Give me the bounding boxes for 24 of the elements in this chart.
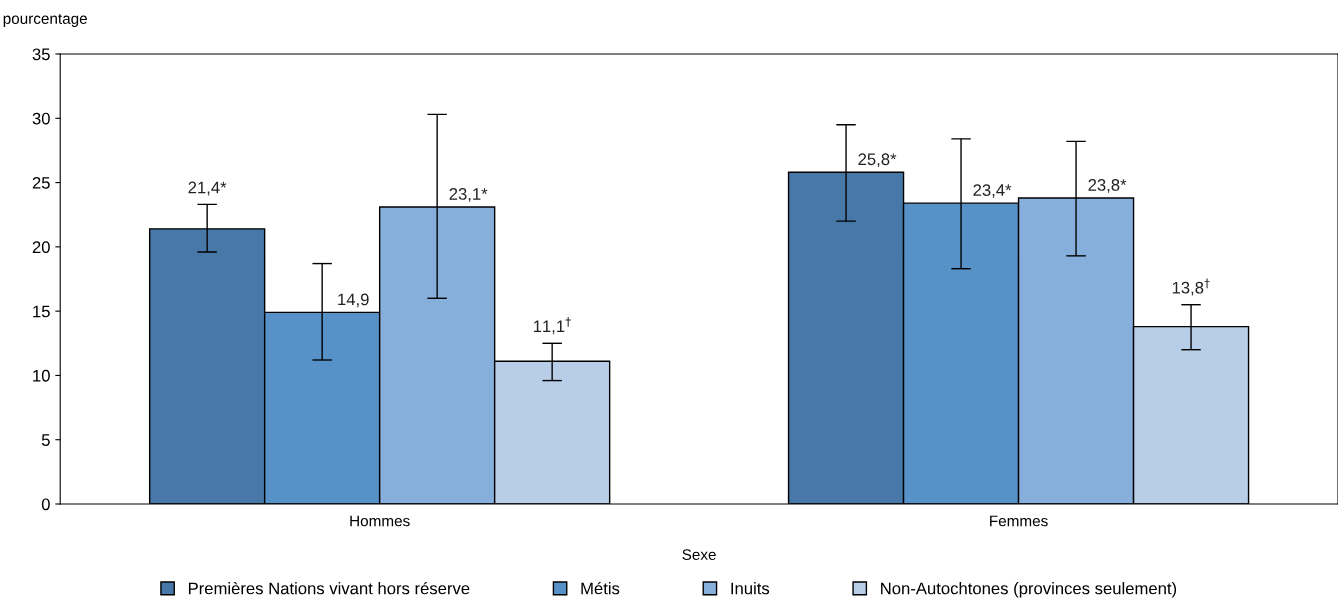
data-label: 23,1* [449, 188, 488, 202]
y-axis-title: pourcentage [3, 13, 87, 27]
data-label: 25,8* [858, 153, 897, 168]
legend-label: Non-Autochtones (provinces seulement) [881, 582, 1177, 598]
legend-label: Inuits [731, 582, 770, 595]
data-label: 23,8* [1088, 179, 1127, 193]
y-tick-label: 25 [32, 176, 50, 189]
y-tick-label: 20 [32, 241, 50, 254]
data-label: 11,1$^{†}$ [533, 317, 571, 335]
y-tick-label: 30 [32, 112, 50, 125]
legend-label: Premières Nations vivant hors réserve [188, 581, 470, 595]
y-tick-label: 5 [41, 434, 50, 446]
y-tick-label: 10 [33, 369, 50, 382]
x-axis-title: Sexe [682, 549, 716, 561]
y-tick-label: 15 [33, 305, 50, 318]
legend-label: Métis [581, 581, 620, 595]
data-label: 14,9 [338, 293, 369, 308]
data-label: 23,4* [973, 184, 1012, 198]
x-tick-label: Hommes [350, 515, 410, 527]
x-tick-label: Femmes [990, 515, 1048, 527]
y-tick-label: 0 [41, 498, 50, 511]
data-label: 21,4* [188, 181, 227, 196]
data-label: 13,8$^{†}$ [1172, 278, 1210, 296]
y-tick-label: 35 [32, 48, 50, 61]
